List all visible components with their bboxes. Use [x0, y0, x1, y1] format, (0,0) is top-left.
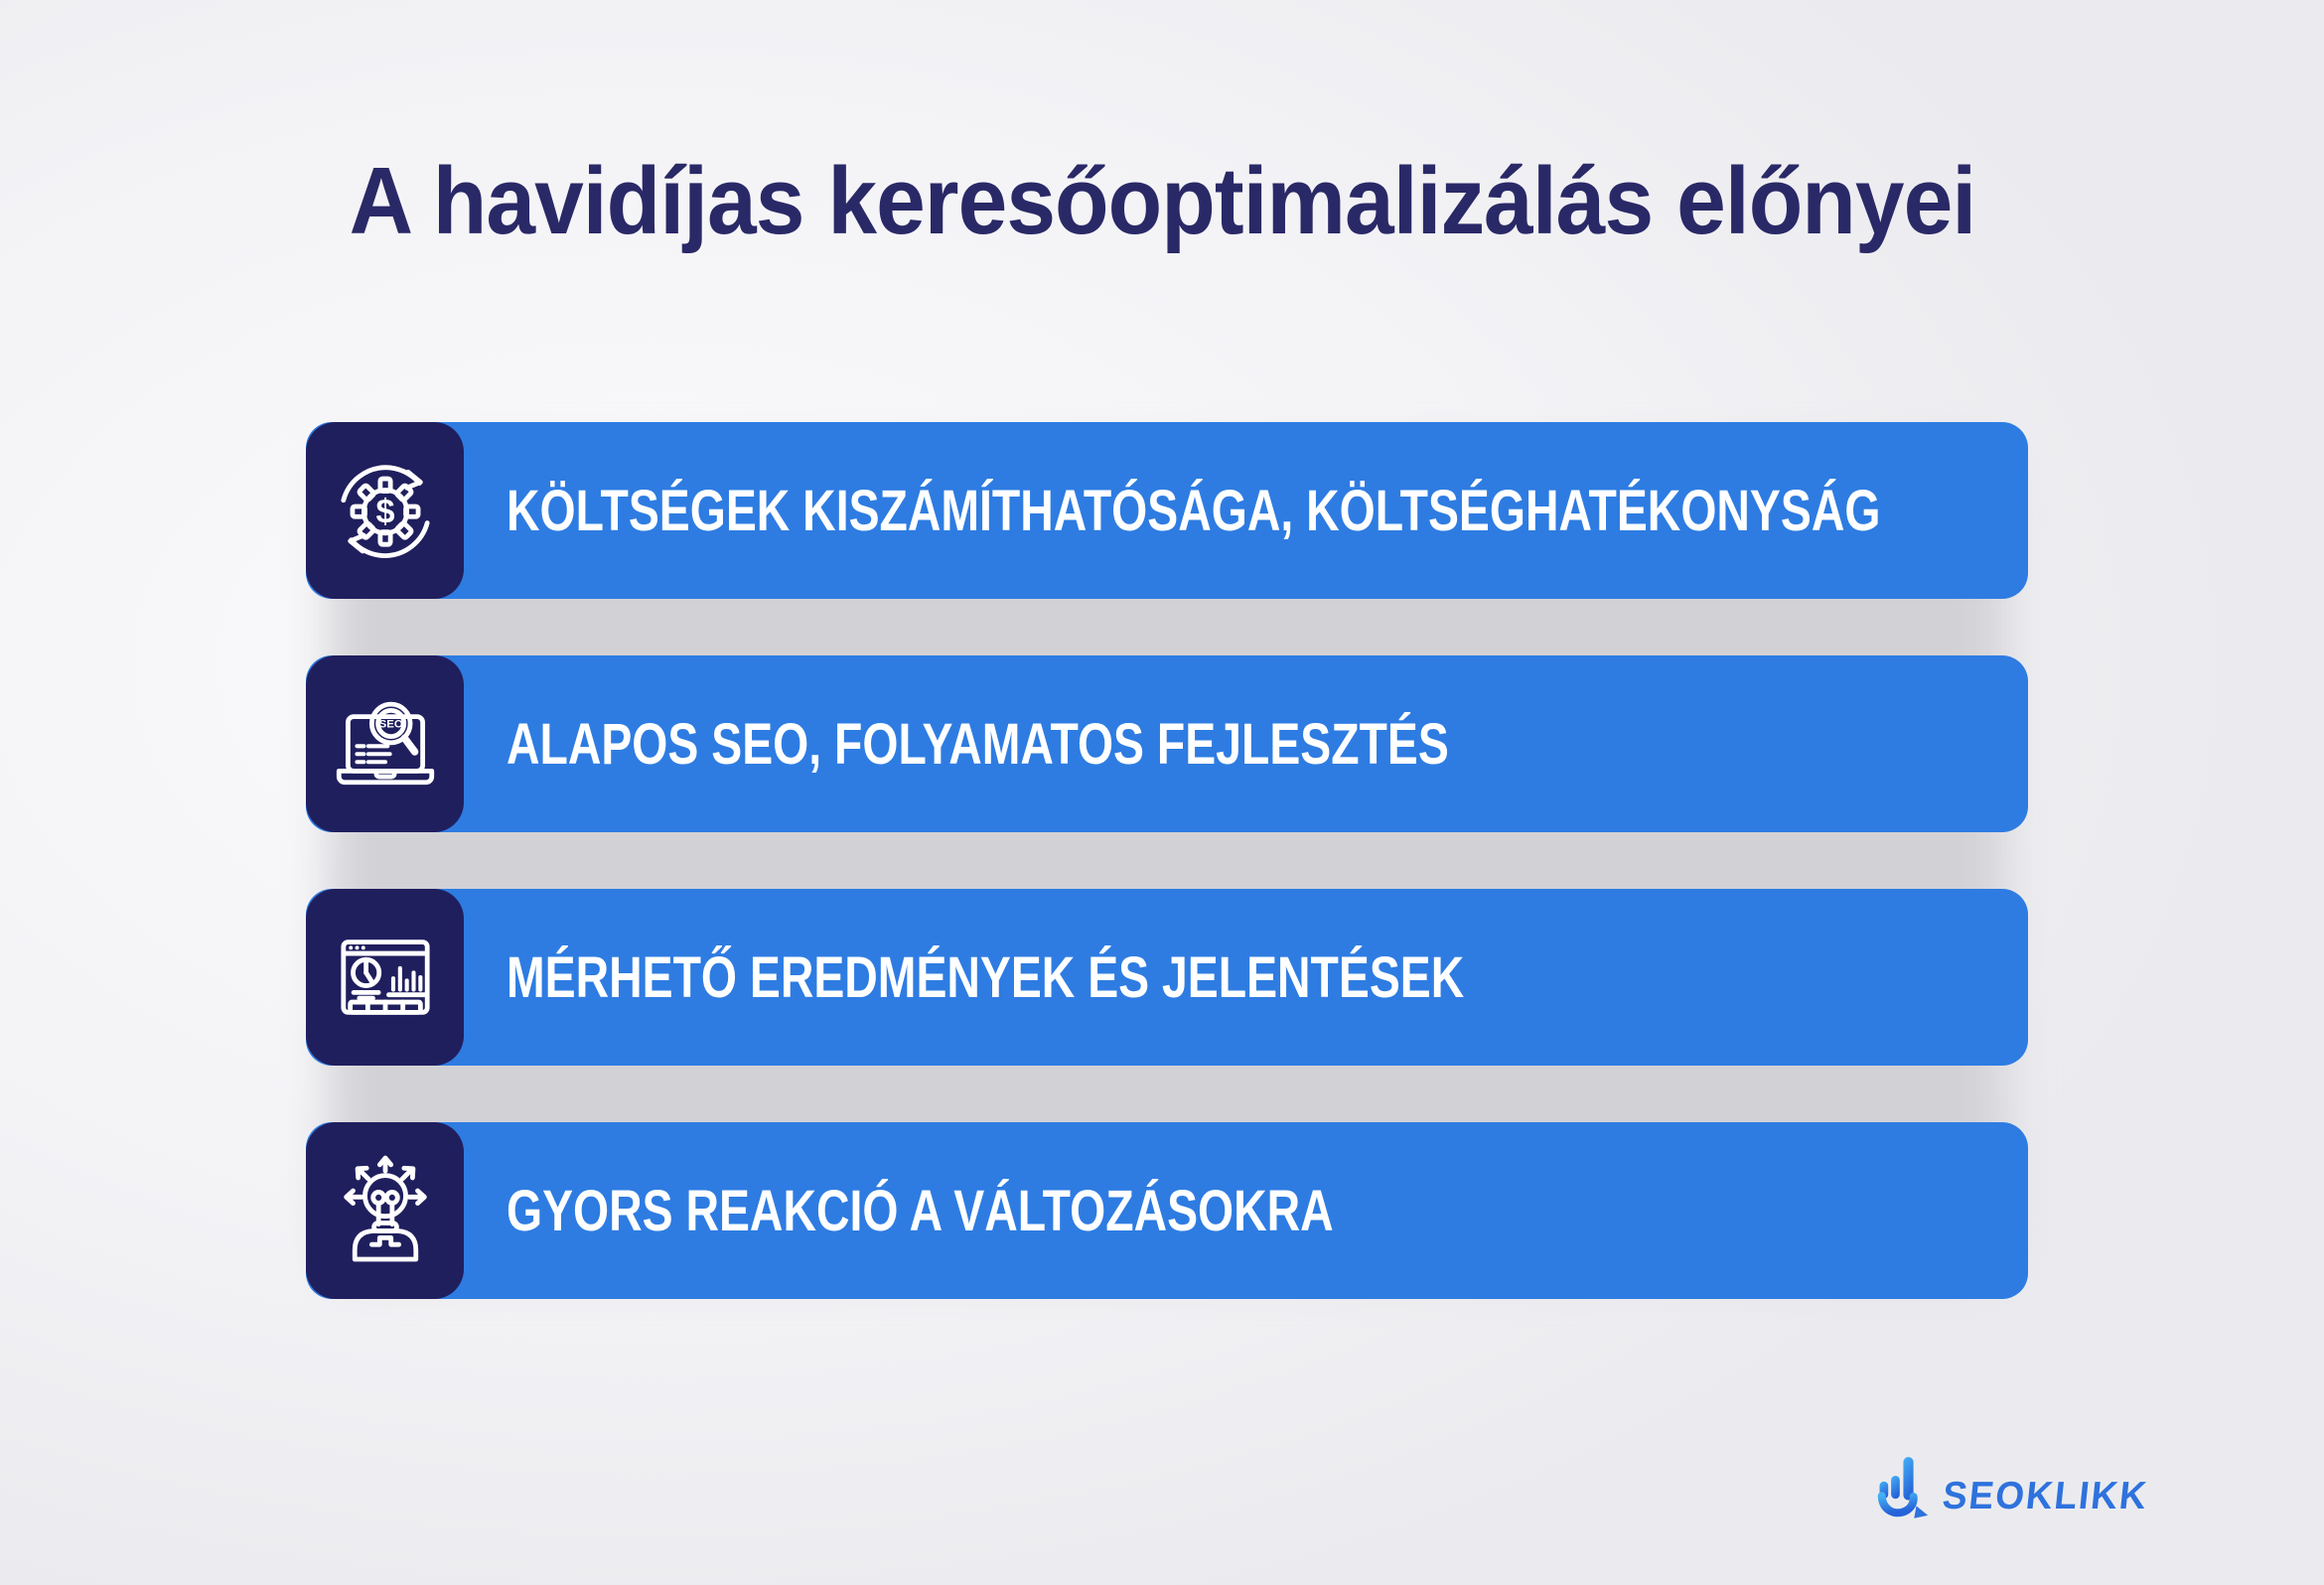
benefit-row-3: MÉRHETŐ EREDMÉNYEK ÉS JELENTÉSEK [306, 889, 2028, 1066]
benefit-label-2: ALAPOS SEO, FOLYAMATOS FEJLESZTÉS [507, 711, 1449, 777]
benefit-row-1: KÖLTSÉGEK KISZÁMÍTHATÓSÁGA, KÖLTSÉGHATÉK… [306, 422, 2028, 599]
benefit-icon-box-4 [306, 1122, 464, 1299]
click-hand-icon [1873, 1452, 1931, 1525]
analytics-dashboard-icon [340, 939, 430, 1015]
benefit-label-4: GYORS REAKCIÓ A VÁLTOZÁSOKRA [507, 1178, 1334, 1243]
benefit-bar-1: KÖLTSÉGEK KISZÁMÍTHATÓSÁGA, KÖLTSÉGHATÉK… [306, 422, 2028, 599]
benefit-rows: KÖLTSÉGEK KISZÁMÍTHATÓSÁGA, KÖLTSÉGHATÉK… [306, 422, 2028, 1299]
page-title: A havidíjas keresőoptimalizálás előnyei [0, 147, 2324, 256]
benefit-bar-3: MÉRHETŐ EREDMÉNYEK ÉS JELENTÉSEK [306, 889, 2028, 1066]
seo-laptop-magnifier-icon: SEO [336, 701, 434, 786]
page-title-text: A havidíjas keresőoptimalizálás előnyei [349, 148, 1976, 254]
benefit-bar-4: GYORS REAKCIÓ A VÁLTOZÁSOKRA [306, 1122, 2028, 1299]
dollar-gear-cycle-icon: $ [340, 465, 430, 558]
benefit-icon-box-3 [306, 889, 464, 1066]
idea-lightbulb-arrows-icon [343, 1155, 427, 1262]
benefit-label-3: MÉRHETŐ EREDMÉNYEK ÉS JELENTÉSEK [507, 944, 1465, 1010]
seoklikk-logo: SEOKLIKK [1873, 1452, 2156, 1525]
gear-dollar-symbol: $ [375, 494, 394, 531]
benefit-label-1: KÖLTSÉGEK KISZÁMÍTHATÓSÁGA, KÖLTSÉGHATÉK… [507, 478, 1881, 543]
benefit-row-4: GYORS REAKCIÓ A VÁLTOZÁSOKRA [306, 1122, 2028, 1299]
benefit-icon-box-1: $ [306, 422, 464, 599]
logo-wordmark: SEOKLIKK [1940, 1475, 2151, 1517]
magnifier-seo-text: SEO [378, 718, 402, 730]
benefit-bar-2: ALAPOS SEO, FOLYAMATOS FEJLESZTÉS [306, 655, 2028, 832]
benefit-row-2: ALAPOS SEO, FOLYAMATOS FEJLESZTÉS [306, 655, 2028, 832]
benefit-icon-box-2: SEO [306, 655, 464, 832]
